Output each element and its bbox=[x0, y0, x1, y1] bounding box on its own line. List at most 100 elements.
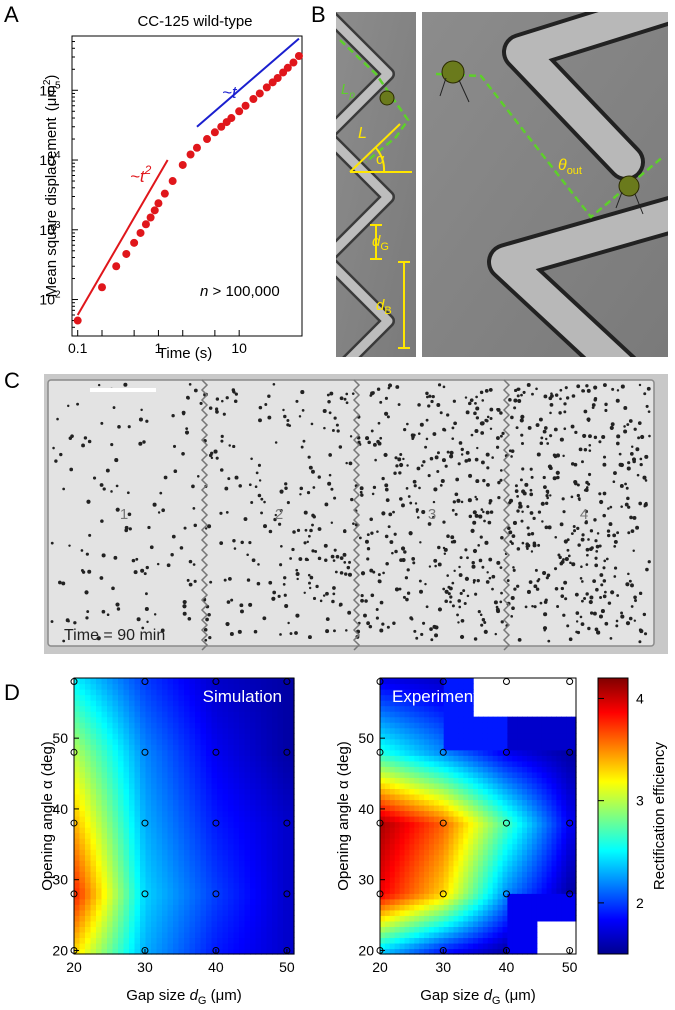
heat-cell bbox=[404, 898, 410, 905]
heat-cell bbox=[394, 755, 401, 762]
heat-cell bbox=[272, 760, 279, 767]
cell-dot bbox=[425, 437, 429, 441]
cell-dot bbox=[561, 497, 565, 501]
heat-cell bbox=[448, 854, 455, 861]
heat-cell bbox=[404, 893, 410, 900]
heat-cell bbox=[261, 931, 268, 939]
heat-cell bbox=[409, 716, 415, 723]
heat-cell bbox=[79, 915, 86, 922]
heat-cell bbox=[419, 678, 425, 685]
cell-dot bbox=[476, 579, 480, 583]
heat-cell bbox=[173, 733, 180, 740]
cell-dot bbox=[451, 426, 455, 430]
heat-cell bbox=[433, 915, 440, 922]
cell-dot bbox=[152, 502, 157, 507]
heat-cell bbox=[74, 793, 81, 801]
heat-cell bbox=[85, 865, 92, 872]
cell-dot bbox=[645, 404, 649, 408]
heat-cell bbox=[283, 854, 290, 861]
cell-dot bbox=[384, 396, 388, 400]
heat-cell bbox=[107, 876, 114, 883]
heat-cell bbox=[473, 843, 479, 850]
heat-cell bbox=[556, 782, 562, 789]
heat-cell bbox=[507, 810, 513, 817]
heat-cell bbox=[101, 860, 108, 867]
heat-cell bbox=[85, 755, 92, 762]
heat-cell bbox=[129, 738, 136, 745]
cell-dot bbox=[499, 469, 503, 472]
heat-cell bbox=[458, 849, 464, 856]
heat-cell bbox=[384, 678, 391, 685]
heat-cell bbox=[546, 904, 553, 911]
heat-cell bbox=[156, 744, 163, 751]
heat-cell bbox=[482, 744, 489, 751]
heat-cell bbox=[443, 827, 450, 834]
heat-cell bbox=[277, 882, 284, 889]
heat-cell bbox=[178, 694, 185, 701]
heat-cell bbox=[129, 788, 136, 795]
heat-cell bbox=[200, 804, 207, 812]
heat-cell bbox=[173, 788, 180, 795]
heat-cell bbox=[233, 793, 240, 801]
cell-dot bbox=[312, 596, 317, 601]
heat-cell bbox=[438, 722, 445, 729]
cell-dot bbox=[573, 481, 578, 486]
cell-dot bbox=[220, 439, 224, 443]
heat-cell bbox=[184, 887, 191, 894]
cell-dot bbox=[473, 637, 478, 641]
heat-cell bbox=[478, 843, 484, 850]
heat-cell bbox=[206, 937, 213, 944]
heat-cell bbox=[492, 849, 499, 856]
heat-cell bbox=[394, 948, 401, 955]
heat-cell bbox=[85, 821, 92, 828]
heat-cell bbox=[487, 854, 494, 861]
heat-cell bbox=[266, 821, 273, 828]
heat-cell bbox=[255, 827, 262, 834]
heat-cell bbox=[173, 898, 180, 905]
heat-cell bbox=[118, 749, 125, 756]
heat-cell bbox=[74, 744, 81, 751]
heat-cell bbox=[129, 722, 136, 729]
heat-cell bbox=[482, 926, 489, 933]
heat-cell bbox=[96, 882, 103, 889]
heat-cell bbox=[458, 744, 464, 751]
heat-cell bbox=[129, 766, 136, 773]
heat-cell bbox=[566, 755, 572, 762]
heat-cell bbox=[189, 755, 196, 762]
heat-cell bbox=[468, 766, 474, 773]
heat-cell bbox=[458, 871, 464, 878]
heat-cell bbox=[443, 804, 450, 812]
cell-dot bbox=[465, 450, 470, 455]
heat-cell bbox=[482, 887, 489, 894]
heat-cell bbox=[206, 689, 213, 696]
heat-cell bbox=[473, 816, 479, 823]
cell-dot bbox=[546, 573, 551, 578]
heat-cell bbox=[561, 782, 567, 789]
heat-cell bbox=[255, 727, 262, 734]
heat-cell bbox=[250, 678, 257, 685]
heat-cell bbox=[101, 678, 108, 685]
cell-dot bbox=[488, 576, 492, 580]
heat-cell bbox=[200, 705, 207, 712]
heat-cell bbox=[487, 722, 494, 729]
heat-cell bbox=[211, 799, 218, 806]
heat-cell bbox=[151, 694, 158, 701]
cell-dot bbox=[458, 573, 463, 577]
cell-dot bbox=[182, 599, 187, 605]
heat-cell bbox=[200, 920, 207, 927]
heat-cell bbox=[571, 733, 577, 740]
heat-cell bbox=[536, 893, 543, 900]
heat-cell bbox=[463, 909, 469, 916]
cell-dot bbox=[444, 464, 448, 468]
heat-cell bbox=[487, 810, 494, 817]
heat-cell bbox=[217, 854, 224, 861]
heat-cell bbox=[497, 749, 504, 756]
heat-cell bbox=[527, 788, 533, 795]
heat-cell bbox=[541, 749, 548, 756]
cell-dot bbox=[575, 611, 580, 615]
cell-dot bbox=[345, 461, 348, 465]
heat-cell bbox=[195, 838, 202, 845]
heat-cell bbox=[380, 705, 386, 712]
heat-cell bbox=[551, 816, 557, 823]
msd-point bbox=[141, 220, 150, 229]
